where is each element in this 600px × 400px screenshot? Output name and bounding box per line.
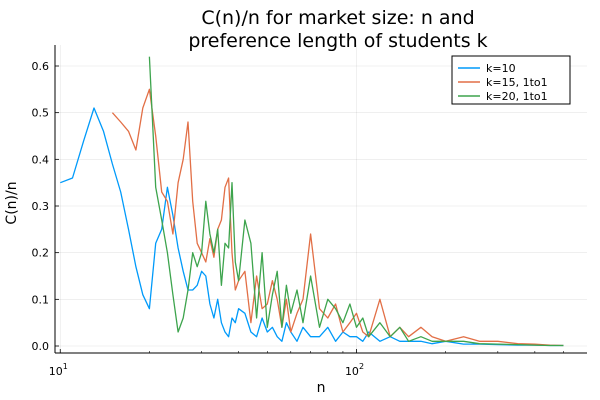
series-line-2 (111, 88, 564, 347)
axes (54, 45, 587, 354)
tick-labels: 0.0 0.1 0.2 0.3 0.4 0.5 0.6 101 102 (32, 60, 365, 378)
y-tick-label: 0.6 (32, 60, 50, 73)
series-line-3 (148, 56, 564, 347)
y-tick-label: 0.3 (32, 200, 50, 213)
legend-label-2: k=15, 1to1 (486, 76, 548, 89)
x-tick-label: 102 (345, 362, 364, 378)
y-tick-label: 0.2 (32, 247, 50, 260)
legend-label-1: k=10 (486, 62, 516, 75)
series-lines (60, 56, 564, 347)
grid-lines (55, 45, 587, 353)
x-tick-label: 101 (49, 362, 68, 378)
chart-title-line-1: C(n)/n for market size: n and (201, 7, 474, 29)
chart-title-line-2: preference length of students k (188, 30, 487, 52)
legend-label-3: k=20, 1to1 (486, 90, 548, 103)
series-line-1 (60, 107, 564, 347)
y-tick-label: 0.0 (32, 340, 50, 353)
x-axis-title: n (317, 380, 326, 396)
y-tick-label: 0.4 (32, 153, 50, 166)
y-tick-label: 0.1 (32, 293, 50, 306)
y-axis-title: C(n)/n (4, 181, 20, 224)
y-tick-label: 0.5 (32, 107, 50, 120)
